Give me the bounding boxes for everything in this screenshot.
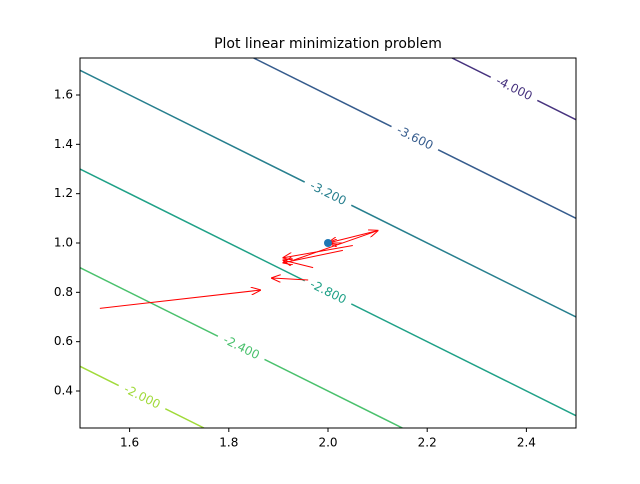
contour-label: -4.000: [494, 74, 535, 104]
arrow: [293, 231, 377, 261]
contour-label: -3.600: [395, 123, 436, 153]
y-tick-label: 0.8: [54, 285, 73, 299]
contour-label-gap: [301, 273, 355, 312]
y-tick-label: 0.6: [54, 334, 73, 348]
contour-label-gap: [301, 174, 355, 213]
arrow: [283, 249, 343, 262]
contour-label-group: -2.800: [301, 273, 355, 312]
contour-label-group: -4.000: [487, 70, 541, 108]
y-tick-label: 0.4: [54, 384, 73, 398]
point: [324, 239, 332, 247]
y-tick-label: 1.4: [54, 137, 73, 151]
contour-label-gap: [115, 378, 169, 416]
x-tick-label: 1.8: [219, 436, 238, 450]
x-tick-label: 1.6: [120, 436, 139, 450]
y-tick-label: 1.0: [54, 236, 73, 250]
contour-label-group: -3.600: [387, 119, 442, 157]
arrow: [328, 230, 378, 243]
contour-label-group: -2.400: [214, 329, 269, 367]
x-tick-label: 2.4: [517, 436, 536, 450]
contour-label: -2.400: [221, 333, 262, 363]
arrow: [272, 278, 309, 280]
x-tick-label: 2.2: [418, 436, 437, 450]
arrow: [99, 290, 260, 309]
y-tick-label: 1.2: [54, 186, 73, 200]
contour-label: -3.200: [308, 178, 349, 208]
contour-label: -2.000: [122, 382, 163, 412]
contour-label-gap: [387, 119, 442, 157]
contour-label-gap: [214, 329, 269, 367]
contour-label-group: -3.200: [301, 174, 355, 213]
plot-area: -4.000 -3.600 -3.200 -2.800 -2.400 -2.000: [80, 58, 576, 428]
y-tick-label: 1.6: [54, 88, 73, 102]
contour-label-group: -2.000: [115, 378, 169, 416]
contour-label: -2.800: [308, 277, 349, 307]
x-tick-label: 2.0: [318, 436, 337, 450]
chart-title: Plot linear minimization problem: [214, 36, 442, 52]
contour-label-gap: [487, 70, 541, 108]
arrow: [283, 244, 353, 257]
